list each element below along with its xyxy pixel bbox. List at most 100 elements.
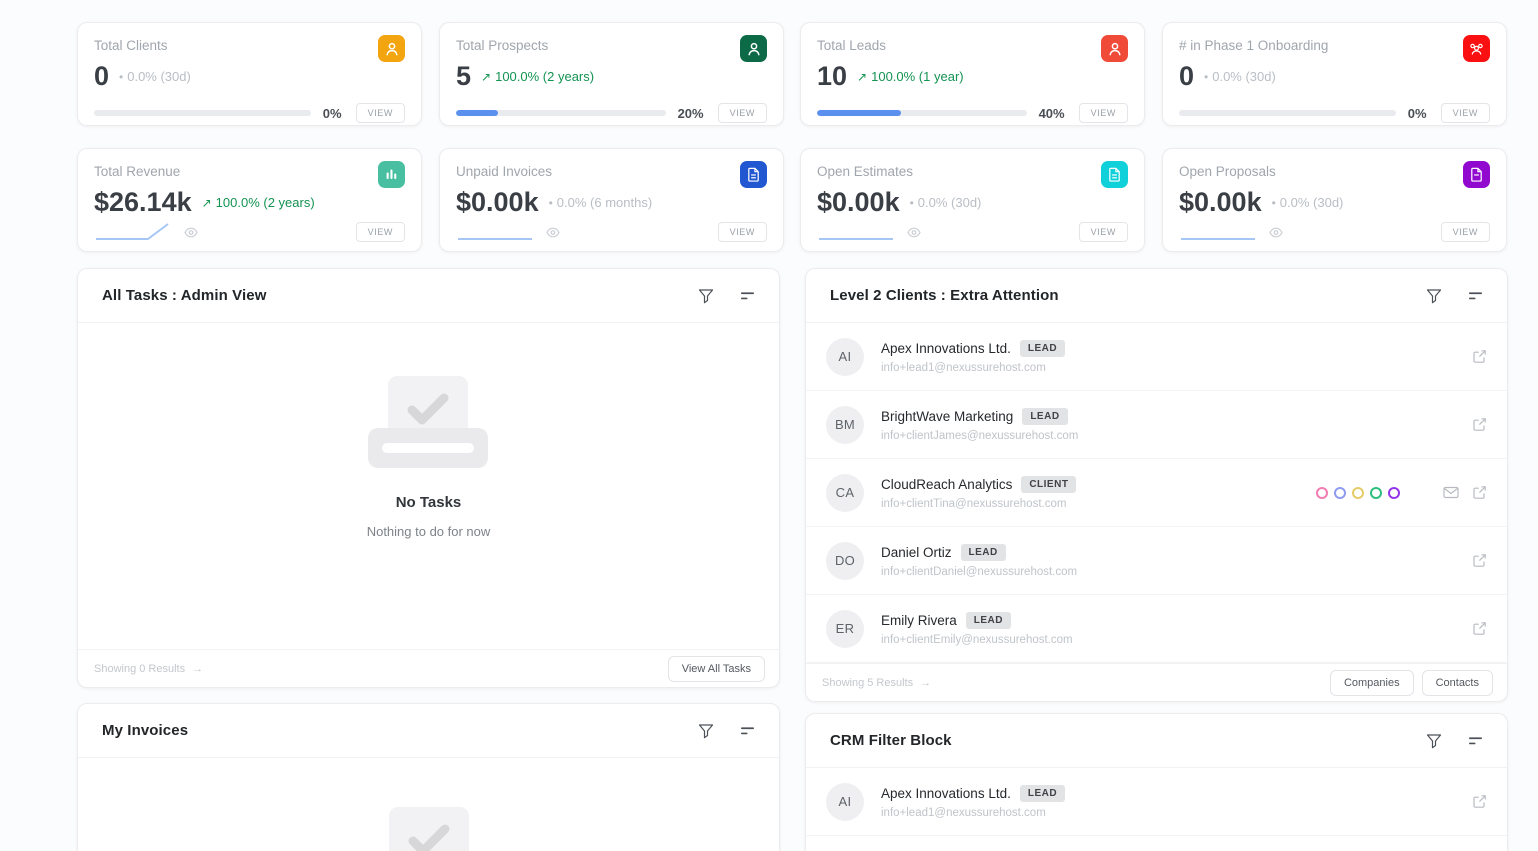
eye-icon[interactable]	[546, 227, 560, 238]
stat-card-open-estimates: Open Estimates $0.00k • 0.0% (30d) VIEW	[800, 148, 1145, 252]
proposal-icon	[1463, 161, 1490, 188]
progress-label: 0%	[1407, 105, 1427, 121]
card-value: 10	[817, 61, 848, 91]
color-tag-pink[interactable]	[1316, 486, 1328, 499]
results-count: Showing 0 Results →	[94, 663, 204, 675]
client-row[interactable]: AI Apex Innovations Ltd. LEAD info+lead1@…	[806, 768, 1507, 836]
avatar: CA	[826, 473, 864, 512]
stat-card-open-proposals: Open Proposals $0.00k • 0.0% (30d) VIEW	[1162, 148, 1507, 252]
empty-title: No Tasks	[395, 494, 462, 511]
view-button[interactable]: VIEW	[717, 222, 767, 243]
external-link-icon[interactable]	[1472, 794, 1487, 809]
progress-label: 20%	[677, 105, 704, 121]
ballot-box-check-icon	[368, 376, 489, 468]
client-name: Apex Innovations Ltd.	[881, 340, 1011, 356]
card-value: 5	[456, 61, 472, 91]
arrow-right-icon: →	[920, 677, 932, 689]
card-value: 0	[94, 61, 110, 91]
crm-filter-block-panel: CRM Filter Block AI Apex Innovations Ltd…	[805, 713, 1508, 851]
view-all-tasks-button[interactable]: View All Tasks	[667, 656, 765, 682]
client-row[interactable]: DO Daniel Ortiz LEAD info+clientDaniel@ne…	[806, 527, 1507, 595]
client-name: CloudReach Analytics	[881, 476, 1013, 492]
filter-icon[interactable]	[698, 723, 714, 739]
progress-bar	[817, 110, 1027, 117]
view-button[interactable]: VIEW	[355, 222, 405, 243]
stat-card-total-leads: Total Leads 10 ↗ 100.0% (1 year) 40% VIEW	[800, 22, 1145, 126]
view-button[interactable]: VIEW	[1440, 103, 1490, 124]
filter-icon[interactable]	[1426, 733, 1442, 749]
color-tag-blue[interactable]	[1334, 486, 1346, 499]
progress-bar	[1179, 110, 1396, 117]
card-trend: ↗ 100.0% (2 years)	[201, 194, 315, 210]
filter-icon[interactable]	[698, 288, 714, 304]
progress-label: 0%	[322, 105, 342, 121]
people-group-icon	[1463, 35, 1490, 62]
avatar: ER	[826, 609, 864, 648]
mail-icon[interactable]	[1443, 486, 1459, 499]
sparkline	[819, 238, 893, 241]
card-title: Open Proposals	[1179, 164, 1276, 179]
card-trend: • 0.0% (6 months)	[548, 194, 653, 210]
person-icon	[740, 35, 767, 62]
color-tag-green[interactable]	[1370, 486, 1382, 499]
client-row[interactable]: AI Apex Innovations Ltd. LEAD info+lead1@…	[806, 323, 1507, 391]
invoice-icon	[740, 161, 767, 188]
view-button[interactable]: VIEW	[717, 103, 767, 124]
panel-title: My Invoices	[102, 722, 189, 739]
panel-title: Level 2 Clients : Extra Attention	[830, 287, 1059, 304]
companies-button[interactable]: Companies	[1329, 670, 1414, 696]
color-tag-yellow[interactable]	[1352, 486, 1364, 499]
eye-icon[interactable]	[1269, 227, 1283, 238]
client-email: info+lead1@nexussurehost.com	[881, 361, 1046, 374]
card-trend: ↗ 100.0% (2 years)	[481, 68, 595, 84]
external-link-icon[interactable]	[1472, 349, 1487, 364]
card-title: Total Prospects	[456, 38, 549, 53]
external-link-icon[interactable]	[1472, 553, 1487, 568]
view-button[interactable]: VIEW	[355, 103, 405, 124]
view-button[interactable]: VIEW	[1440, 222, 1490, 243]
status-badge: LEAD	[960, 543, 1006, 561]
status-badge: LEAD	[1019, 784, 1066, 802]
sort-icon[interactable]	[1468, 735, 1483, 747]
external-link-icon[interactable]	[1472, 621, 1487, 636]
client-row[interactable]: ER Emily Rivera LEAD info+clientEmily@nex…	[806, 595, 1507, 663]
sort-icon[interactable]	[740, 290, 755, 302]
card-trend: • 0.0% (30d)	[1204, 68, 1276, 84]
eye-icon[interactable]	[907, 227, 921, 238]
sort-icon[interactable]	[740, 725, 755, 737]
person-icon	[1101, 35, 1128, 62]
view-button[interactable]: VIEW	[1078, 222, 1128, 243]
client-row[interactable]: CA CloudReach Analytics CLIENT info+clien…	[806, 459, 1507, 527]
card-title: # in Phase 1 Onboarding	[1179, 38, 1329, 53]
view-button[interactable]: VIEW	[1078, 103, 1128, 124]
card-title: Total Clients	[94, 38, 168, 53]
card-trend: • 0.0% (30d)	[119, 68, 191, 84]
client-name: Apex Innovations Ltd.	[881, 785, 1011, 801]
stat-card-phase1-onboarding: # in Phase 1 Onboarding 0 • 0.0% (30d) 0%…	[1162, 22, 1507, 126]
color-tag-rings	[1316, 486, 1400, 499]
progress-bar	[94, 110, 311, 117]
stat-card-total-revenue: Total Revenue $26.14k ↗ 100.0% (2 years) …	[77, 148, 422, 252]
empty-subtitle: Nothing to do for now	[366, 524, 491, 539]
card-value: $26.14k	[94, 187, 192, 217]
card-trend: • 0.0% (30d)	[909, 194, 982, 210]
client-email: info+clientDaniel@nexussurehost.com	[881, 565, 1078, 578]
sort-icon[interactable]	[1468, 290, 1483, 302]
contacts-button[interactable]: Contacts	[1421, 670, 1493, 696]
client-email: info+clientTina@nexussurehost.com	[881, 497, 1067, 510]
filter-icon[interactable]	[1426, 288, 1442, 304]
eye-icon[interactable]	[184, 227, 198, 238]
color-tag-purple[interactable]	[1388, 486, 1400, 499]
progress-label: 40%	[1038, 105, 1065, 121]
client-email: info+lead1@nexussurehost.com	[881, 806, 1046, 819]
external-link-icon[interactable]	[1472, 417, 1487, 432]
stat-card-unpaid-invoices: Unpaid Invoices $0.00k • 0.0% (6 months) …	[439, 148, 784, 252]
level2-clients-panel: Level 2 Clients : Extra Attention AI Ape…	[805, 268, 1508, 702]
card-title: Open Estimates	[817, 164, 914, 179]
status-badge: CLIENT	[1021, 475, 1077, 493]
external-link-icon[interactable]	[1472, 485, 1487, 500]
card-value: $0.00k	[817, 187, 900, 217]
